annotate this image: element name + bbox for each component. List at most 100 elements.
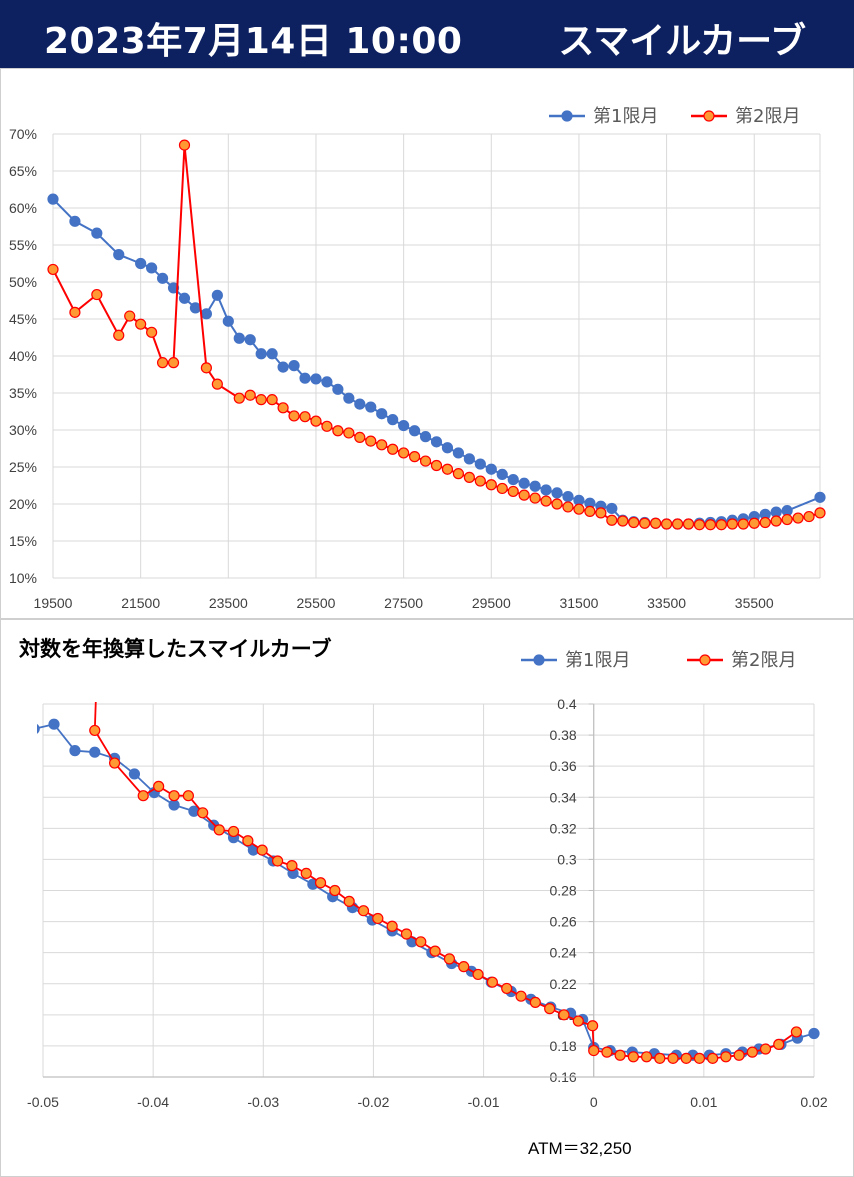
x-tick-label: 0 <box>590 1094 598 1110</box>
series-2-point <box>759 516 771 529</box>
series-2-point <box>113 329 125 341</box>
y-tick-label: 10% <box>9 570 37 586</box>
series-1-point <box>332 383 344 395</box>
series-2-point <box>227 825 240 838</box>
series-2-point <box>400 928 413 940</box>
series-1-point <box>518 477 530 489</box>
series-2-point <box>518 489 530 501</box>
legend-marker-1 <box>561 110 573 122</box>
series-2-point <box>387 443 399 455</box>
series-2-point <box>386 920 398 932</box>
legend-label: 第1限月 <box>593 106 658 127</box>
legend-label: 第2限月 <box>731 650 796 671</box>
x-tick-label: 0.01 <box>690 1094 717 1110</box>
y-tick-label: 35% <box>9 385 37 401</box>
series-2-point <box>562 501 574 513</box>
series-2-point <box>496 482 508 495</box>
series-2-point <box>108 757 121 769</box>
series-2-point <box>332 425 344 437</box>
series-2-point <box>667 1052 679 1064</box>
series-2-point <box>310 415 322 427</box>
x-tick-label: 29500 <box>472 595 511 611</box>
series-1-point <box>91 227 103 239</box>
series-2-point <box>408 451 421 463</box>
series-1-point <box>37 724 40 734</box>
x-tick-label: -0.01 <box>468 1094 500 1110</box>
series-2-point <box>266 394 278 406</box>
series-2-point <box>354 431 366 443</box>
series-2-point <box>529 492 541 504</box>
y-tick-label: 0.28 <box>549 883 576 899</box>
series-2-point <box>443 953 456 965</box>
series-2-point <box>773 1038 785 1050</box>
series-2-point <box>628 516 640 529</box>
series-2-point <box>803 510 815 523</box>
series-2-point <box>704 519 717 531</box>
series-2-point <box>790 1026 802 1038</box>
series-2-point <box>137 790 149 802</box>
y-tick-label: 0.22 <box>549 976 576 992</box>
series-1-point <box>485 463 497 475</box>
series-2-point <box>617 515 629 527</box>
series-2-point <box>737 518 749 530</box>
y-tick-label: 0.18 <box>549 1038 576 1054</box>
y-tick-label: 0.26 <box>549 914 576 930</box>
y-tick-label: 45% <box>9 311 37 327</box>
y-tick-label: 0.34 <box>549 789 576 805</box>
log-annualized-chart: 対数を年換算したスマイルカーブ0.160.180.20.220.240.260.… <box>19 637 828 1158</box>
series-2-point <box>601 1046 613 1058</box>
series-2-point <box>321 420 333 432</box>
series-1-point <box>89 746 101 758</box>
series-2-point <box>606 514 618 526</box>
y-tick-label: 40% <box>9 348 37 364</box>
header-subject: スマイルカーブ <box>558 21 806 62</box>
series-2-point <box>781 513 793 526</box>
series-2-point <box>680 1052 692 1064</box>
series-2-point <box>272 855 284 867</box>
series-1-point <box>321 376 333 388</box>
series-2-point <box>343 895 355 907</box>
series-2-point <box>529 996 541 1008</box>
x-tick-label: -0.05 <box>27 1094 59 1110</box>
series-2-point <box>286 860 298 872</box>
series-1-point <box>507 473 519 486</box>
series-2-point <box>343 427 355 439</box>
series-1-point <box>365 401 377 413</box>
series-1-point <box>310 373 322 385</box>
y-tick-label: 25% <box>9 459 37 475</box>
series-2-point <box>770 515 782 527</box>
series-2-point <box>501 982 513 995</box>
x-tick-label: 31500 <box>559 595 598 611</box>
series-2-point <box>458 961 470 973</box>
x-tick-label: 35500 <box>735 595 774 611</box>
series-1-point <box>178 292 191 304</box>
series-1-point <box>808 1027 820 1040</box>
series-2-point <box>91 288 103 301</box>
series-1-point <box>211 289 223 301</box>
series-2-point <box>167 357 180 369</box>
series-1-point <box>69 215 81 227</box>
series-2-point <box>707 1052 719 1064</box>
x-tick-label: 27500 <box>384 595 423 611</box>
series-2-point <box>726 518 738 530</box>
series-2-point <box>584 505 596 517</box>
series-2-point <box>544 1003 556 1015</box>
smile-curve-chart: 10% 15% 20% 25% 30% 35% 40% 45% 50% 55% 60% 65% 70% 1… <box>9 106 826 611</box>
series-2-point <box>314 877 327 889</box>
series-2-point <box>572 1015 584 1027</box>
series-2-point <box>429 945 441 957</box>
y-tick-label: 0.32 <box>549 820 576 836</box>
series-1-point <box>387 414 399 426</box>
y-tick-label: 20% <box>9 496 37 512</box>
y-tick-label: 50% <box>9 274 37 290</box>
series-1-point <box>233 332 245 344</box>
series-1-point <box>47 193 59 205</box>
series-2-point <box>733 1049 745 1061</box>
series-line-1 <box>37 723 815 1057</box>
series-2-point <box>720 1051 732 1063</box>
atm-annotation: ATM＝32,250 <box>528 1139 632 1158</box>
series-2-point <box>256 844 268 856</box>
series-2-point <box>573 503 585 515</box>
series-1-point <box>255 348 267 360</box>
series-1-point <box>814 491 826 503</box>
